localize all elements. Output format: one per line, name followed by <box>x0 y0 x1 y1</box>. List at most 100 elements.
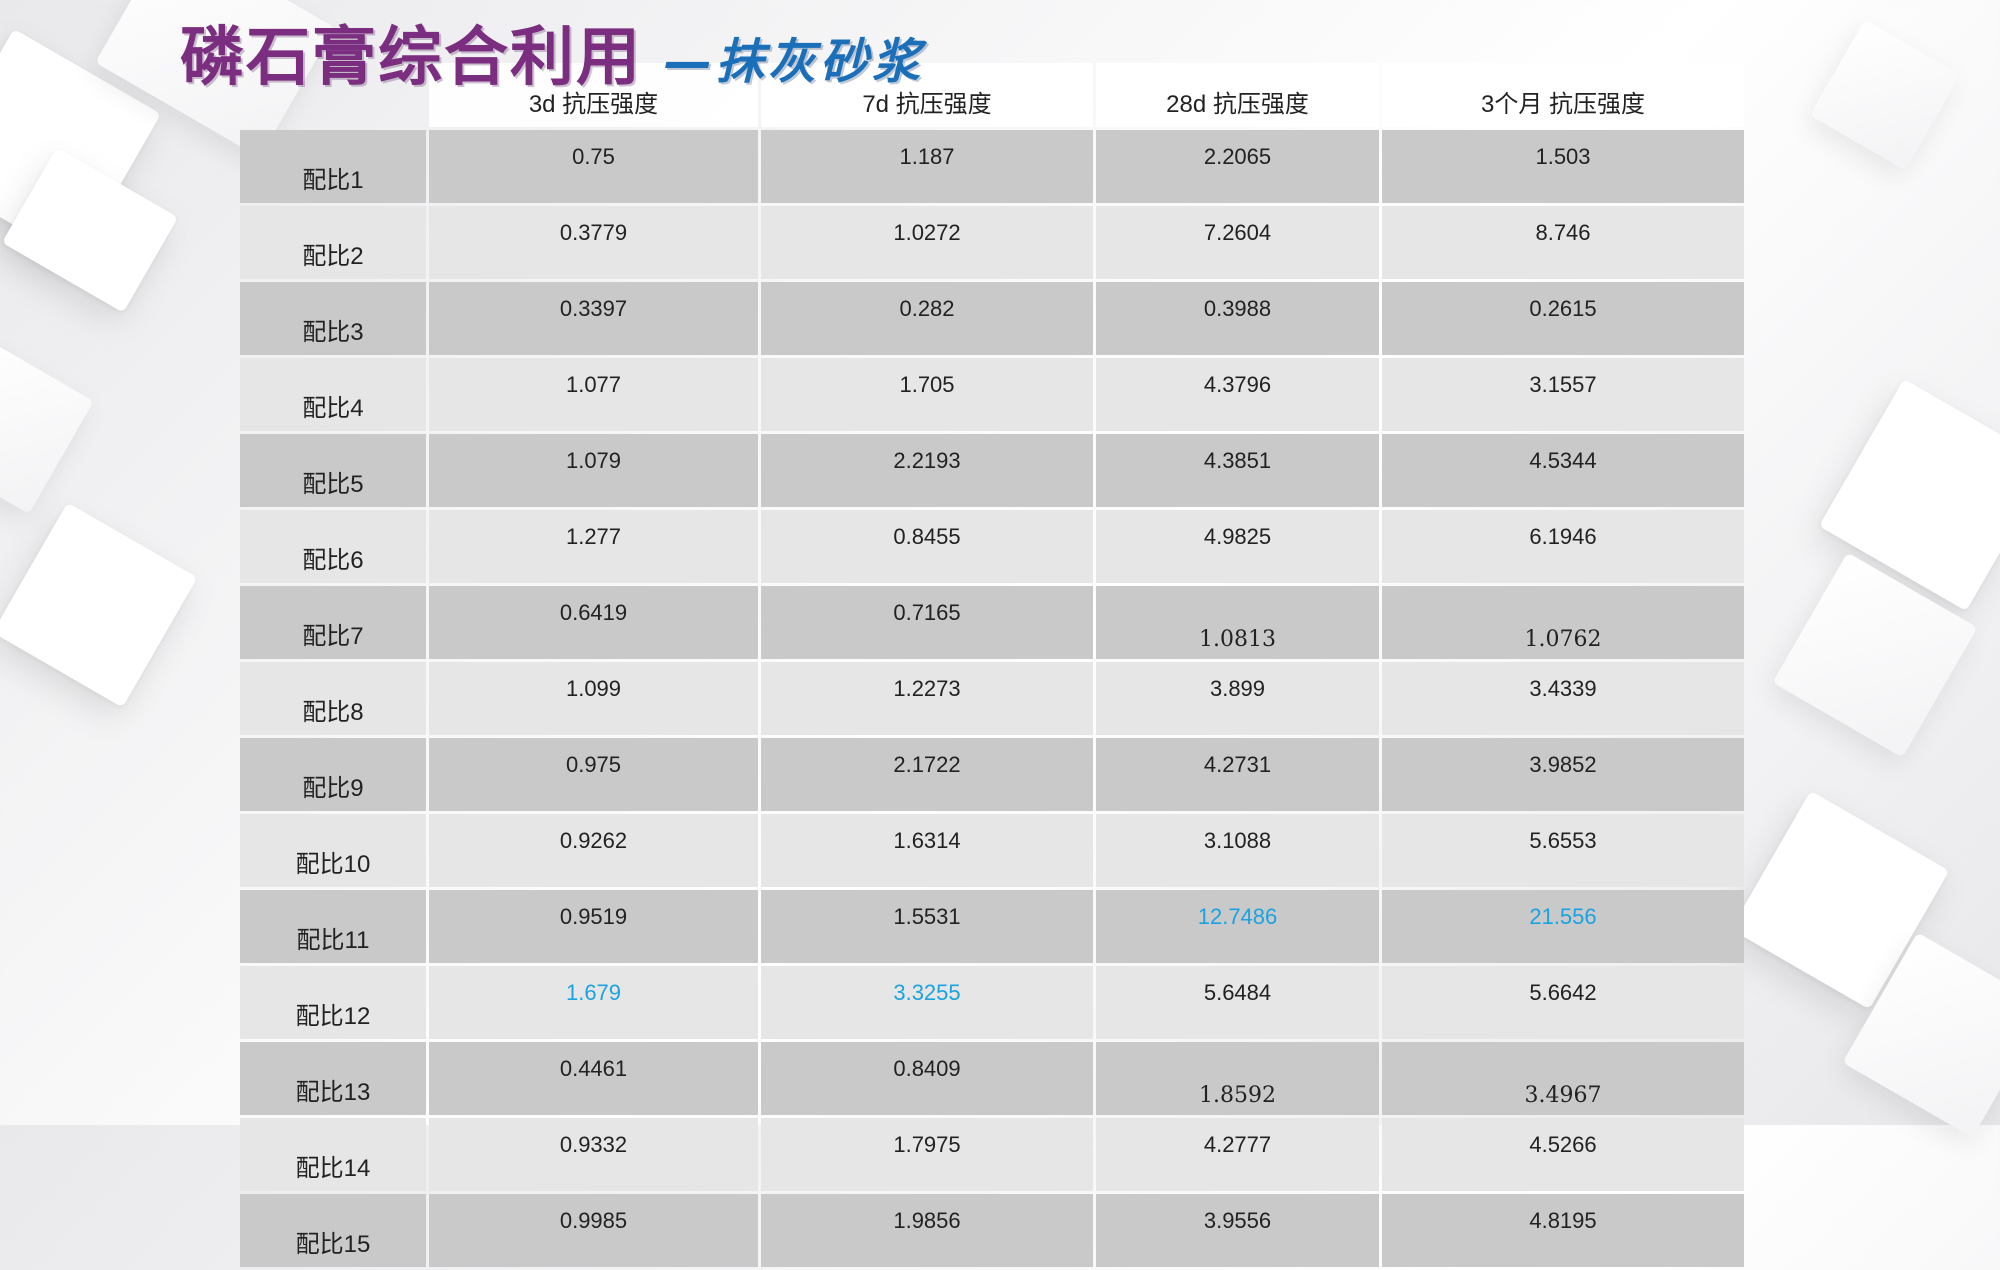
cell-3d: 0.3397 <box>429 282 758 355</box>
background-tile <box>1809 19 1961 171</box>
cell-3d: 1.099 <box>429 662 758 735</box>
row-label: 配比11 <box>240 890 426 963</box>
cell-28d: 1.8592 <box>1096 1042 1379 1115</box>
cell-7d: 1.7975 <box>761 1118 1093 1191</box>
row-label: 配比14 <box>240 1118 426 1191</box>
cell-3-months: 1.0762 <box>1382 586 1744 659</box>
header-7d: 7d 抗压强度 <box>761 63 1093 127</box>
row-label: 配比6 <box>240 510 426 583</box>
cell-3d: 0.9519 <box>429 890 758 963</box>
row-label: 配比12 <box>240 966 426 1039</box>
cell-3-months: 1.503 <box>1382 130 1744 203</box>
cell-7d: 0.8455 <box>761 510 1093 583</box>
cell-7d: 1.5531 <box>761 890 1093 963</box>
cell-3-months: 5.6553 <box>1382 814 1744 887</box>
cell-3d: 1.077 <box>429 358 758 431</box>
cell-7d: 1.0272 <box>761 206 1093 279</box>
row-label: 配比2 <box>240 206 426 279</box>
header-3-months: 3个月 抗压强度 <box>1382 63 1744 127</box>
cell-28d: 7.2604 <box>1096 206 1379 279</box>
title-main: 磷石膏综合利用 <box>180 21 642 95</box>
table-row: 配比1 0.75 1.187 2.2065 1.503 <box>240 130 1744 203</box>
cell-3d: 0.3779 <box>429 206 758 279</box>
background-tile <box>0 502 198 708</box>
cell-3d: 0.9332 <box>429 1118 758 1191</box>
slide-title: 磷石膏综合利用 —抹灰砂浆 <box>180 10 924 90</box>
table-row: 配比2 0.3779 1.0272 7.2604 8.746 <box>240 206 1744 279</box>
header-28d: 28d 抗压强度 <box>1096 63 1379 127</box>
cell-3d: 0.75 <box>429 130 758 203</box>
table-row: 配比8 1.099 1.2273 3.899 3.4339 <box>240 662 1744 735</box>
background-tile <box>0 336 94 514</box>
row-label: 配比4 <box>240 358 426 431</box>
cell-28d: 4.9825 <box>1096 510 1379 583</box>
cell-28d-highlighted: 12.7486 <box>1096 890 1379 963</box>
cell-7d-highlighted: 3.3255 <box>761 966 1093 1039</box>
cell-7d: 1.187 <box>761 130 1093 203</box>
cell-3d: 0.9985 <box>429 1194 758 1267</box>
cell-3-months-highlighted: 21.556 <box>1382 890 1744 963</box>
cell-3-months: 6.1946 <box>1382 510 1744 583</box>
cell-3-months: 8.746 <box>1382 206 1744 279</box>
cell-3d: 1.277 <box>429 510 758 583</box>
table-row: 配比14 0.9332 1.7975 4.2777 4.5266 <box>240 1118 1744 1191</box>
cell-28d: 5.6484 <box>1096 966 1379 1039</box>
table-row: 配比6 1.277 0.8455 4.9825 6.1946 <box>240 510 1744 583</box>
table-row: 配比3 0.3397 0.282 0.3988 0.2615 <box>240 282 1744 355</box>
cell-7d: 2.2193 <box>761 434 1093 507</box>
table-row: 配比4 1.077 1.705 4.3796 3.1557 <box>240 358 1744 431</box>
table-row: 配比11 0.9519 1.5531 12.7486 21.556 <box>240 890 1744 963</box>
cell-7d: 2.1722 <box>761 738 1093 811</box>
cell-3-months: 3.4339 <box>1382 662 1744 735</box>
row-label: 配比10 <box>240 814 426 887</box>
table-row: 配比9 0.975 2.1722 4.2731 3.9852 <box>240 738 1744 811</box>
row-label: 配比9 <box>240 738 426 811</box>
row-label: 配比13 <box>240 1042 426 1115</box>
cell-3-months: 3.4967 <box>1382 1042 1744 1115</box>
cell-28d: 0.3988 <box>1096 282 1379 355</box>
cell-3-months: 4.5344 <box>1382 434 1744 507</box>
table-header: 3d 抗压强度 7d 抗压强度 28d 抗压强度 3个月 抗压强度 <box>240 63 1744 127</box>
header-row: 3d 抗压强度 7d 抗压强度 28d 抗压强度 3个月 抗压强度 <box>240 63 1744 127</box>
cell-7d: 1.705 <box>761 358 1093 431</box>
table-row: 配比12 1.679 3.3255 5.6484 5.6642 <box>240 966 1744 1039</box>
cell-7d: 1.9856 <box>761 1194 1093 1267</box>
row-label: 配比3 <box>240 282 426 355</box>
cell-3d: 0.9262 <box>429 814 758 887</box>
cell-3-months: 0.2615 <box>1382 282 1744 355</box>
cell-7d: 1.6314 <box>761 814 1093 887</box>
table-row: 配比7 0.6419 0.7165 1.0813 1.0762 <box>240 586 1744 659</box>
cell-3d: 0.6419 <box>429 586 758 659</box>
cell-28d: 4.2731 <box>1096 738 1379 811</box>
row-label: 配比8 <box>240 662 426 735</box>
cell-3d-highlighted: 1.679 <box>429 966 758 1039</box>
cell-3-months: 3.1557 <box>1382 358 1744 431</box>
row-label: 配比15 <box>240 1194 426 1267</box>
cell-28d: 3.899 <box>1096 662 1379 735</box>
cell-28d: 4.3851 <box>1096 434 1379 507</box>
cell-28d: 2.2065 <box>1096 130 1379 203</box>
cell-7d: 0.8409 <box>761 1042 1093 1115</box>
cell-28d: 3.1088 <box>1096 814 1379 887</box>
row-label: 配比5 <box>240 434 426 507</box>
table-row: 配比15 0.9985 1.9856 3.9556 4.8195 <box>240 1194 1744 1267</box>
table-row: 配比10 0.9262 1.6314 3.1088 5.6553 <box>240 814 1744 887</box>
table-body: 配比1 0.75 1.187 2.2065 1.503 配比2 0.3779 1… <box>240 130 1744 1267</box>
strength-table: 3d 抗压强度 7d 抗压强度 28d 抗压强度 3个月 抗压强度 配比1 0.… <box>237 60 1747 1270</box>
title-subtitle: —抹灰砂浆 <box>664 34 925 90</box>
cell-7d: 0.7165 <box>761 586 1093 659</box>
table-row: 配比13 0.4461 0.8409 1.8592 3.4967 <box>240 1042 1744 1115</box>
cell-3-months: 3.9852 <box>1382 738 1744 811</box>
cell-3d: 1.079 <box>429 434 758 507</box>
header-3d: 3d 抗压强度 <box>429 63 758 127</box>
cell-3d: 0.4461 <box>429 1042 758 1115</box>
cell-28d: 3.9556 <box>1096 1194 1379 1267</box>
cell-3-months: 5.6642 <box>1382 966 1744 1039</box>
cell-7d: 1.2273 <box>761 662 1093 735</box>
cell-28d: 4.2777 <box>1096 1118 1379 1191</box>
cell-3-months: 4.8195 <box>1382 1194 1744 1267</box>
row-label: 配比1 <box>240 130 426 203</box>
table-row: 配比5 1.079 2.2193 4.3851 4.5344 <box>240 434 1744 507</box>
cell-7d: 0.282 <box>761 282 1093 355</box>
cell-3-months: 4.5266 <box>1382 1118 1744 1191</box>
